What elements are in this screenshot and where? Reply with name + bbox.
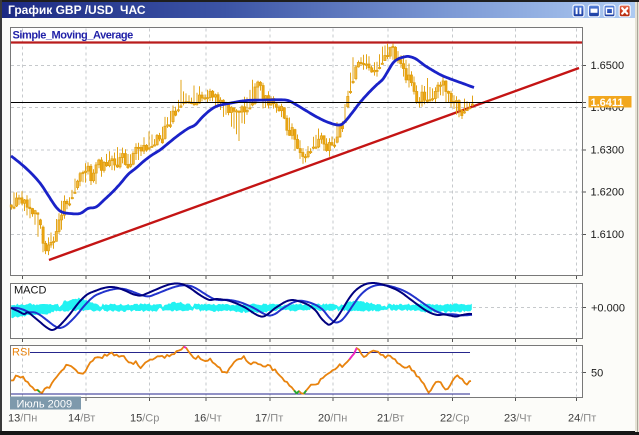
svg-text:13/Пн: 13/Пн (8, 413, 37, 425)
svg-text:14/Вт: 14/Вт (68, 413, 95, 425)
svg-text:23/Чт: 23/Чт (504, 413, 532, 425)
svg-text:21/Вт: 21/Вт (377, 413, 404, 425)
svg-text:1.6411: 1.6411 (591, 97, 624, 109)
svg-text:50: 50 (591, 368, 603, 380)
svg-text:22/Ср: 22/Ср (440, 413, 469, 425)
svg-text:16/Чт: 16/Чт (194, 413, 222, 425)
svg-text:Июль 2009: Июль 2009 (17, 398, 73, 410)
svg-text:1.6300: 1.6300 (591, 144, 625, 156)
svg-text:15/Ср: 15/Ср (130, 413, 159, 425)
svg-text:20/Пн: 20/Пн (318, 413, 347, 425)
svg-text:17/Пт: 17/Пт (255, 413, 283, 425)
svg-text:1.6100: 1.6100 (591, 229, 625, 241)
svg-text:1.6500: 1.6500 (591, 60, 625, 72)
svg-text:График GBP /USD ЧАС: График GBP /USD ЧАС (8, 3, 146, 17)
svg-text:+0.000: +0.000 (591, 303, 625, 315)
svg-text:24/Пт: 24/Пт (568, 413, 596, 425)
svg-text:1.6200: 1.6200 (591, 187, 625, 199)
svg-text:MACD: MACD (14, 285, 46, 297)
svg-text:Simple_Moving_Average: Simple_Moving_Average (13, 30, 134, 42)
svg-text:RSI: RSI (12, 347, 30, 359)
